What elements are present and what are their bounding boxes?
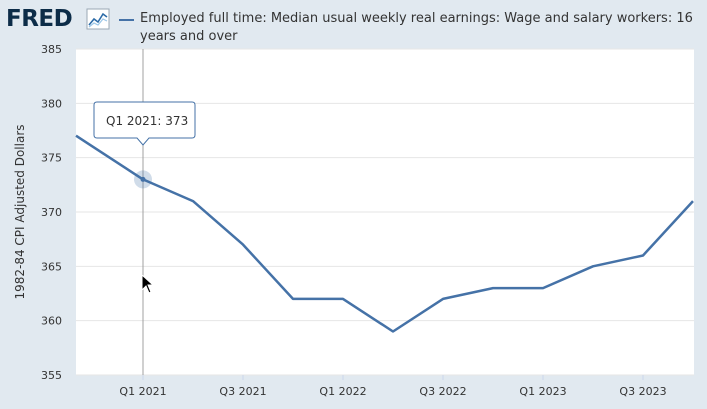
y-tick-label: 370 — [41, 206, 62, 219]
fred-logo[interactable]: FRED — [6, 6, 73, 32]
tooltip-text: Q1 2021: 373 — [106, 114, 188, 128]
y-tick-label: 380 — [41, 97, 62, 110]
tooltip-box — [93, 101, 196, 146]
y-tick-label: 360 — [41, 315, 62, 328]
x-axis-ticks: Q1 2021 Q3 2021 Q1 2022 Q3 2022 Q1 2023 Q3 20… — [119, 375, 667, 398]
x-tick-label: Q1 2021 — [119, 385, 166, 398]
tooltip-date: Q1 2021: — [106, 114, 165, 128]
legend-series-label: Employed full time: Median usual weekly … — [140, 11, 693, 44]
hover-point — [140, 176, 146, 182]
x-tick-label: Q3 2022 — [419, 385, 466, 398]
fred-graph-icon — [86, 8, 110, 30]
legend-line-swatch — [119, 19, 134, 21]
series-line — [75, 134, 694, 333]
y-tick-label: 365 — [41, 260, 62, 273]
y-tick-label: 375 — [41, 152, 62, 165]
x-tick-label: Q1 2022 — [319, 385, 366, 398]
y-axis-ticks: 355 360 365 370 375 380 385 — [41, 43, 62, 382]
chart-header: FRED Employed full time: Median usual we… — [0, 0, 707, 46]
y-tick-label: 355 — [41, 369, 62, 382]
tooltip-value: 373 — [165, 114, 188, 128]
y-tick-label: 385 — [41, 43, 62, 56]
tooltip: Q1 2021: 373 — [93, 101, 196, 146]
x-tick-label: Q1 2023 — [519, 385, 566, 398]
x-tick-label: Q3 2023 — [619, 385, 666, 398]
x-tick-label: Q3 2021 — [219, 385, 266, 398]
mouse-cursor-icon — [141, 274, 155, 294]
legend[interactable]: Employed full time: Median usual weekly … — [119, 10, 699, 46]
